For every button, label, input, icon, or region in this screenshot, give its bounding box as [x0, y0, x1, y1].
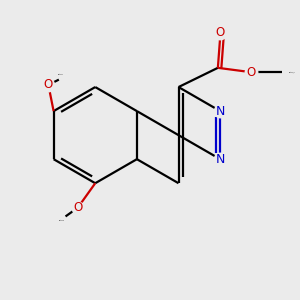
Text: N: N — [215, 153, 225, 166]
Text: methyl7: methyl7 — [58, 74, 64, 75]
Text: O: O — [44, 78, 53, 92]
Text: N: N — [215, 105, 225, 118]
Text: methyl_e: methyl_e — [289, 71, 296, 73]
Text: O: O — [247, 66, 256, 79]
Text: methyl5: methyl5 — [59, 219, 65, 220]
Text: O: O — [73, 201, 83, 214]
Text: O: O — [216, 26, 225, 39]
